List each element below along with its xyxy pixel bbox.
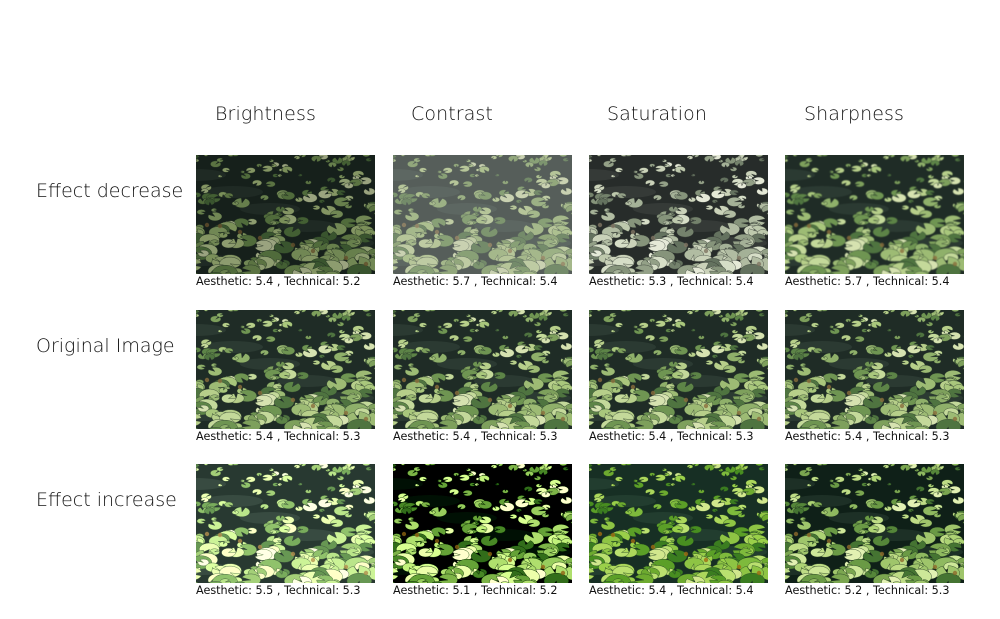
- column-header-sharpness: Sharpness: [804, 103, 905, 125]
- row-header-original-image: Original Image: [36, 335, 175, 357]
- image-cell: Aesthetic: 5.4 , Technical: 5.3: [196, 310, 375, 444]
- image-score-caption: Aesthetic: 5.7 , Technical: 5.4: [785, 275, 950, 288]
- lily-pad-photo: [393, 155, 572, 274]
- column-header-contrast: Contrast: [411, 103, 493, 125]
- lily-pad-photo: [393, 310, 572, 429]
- image-cell: Aesthetic: 5.4 , Technical: 5.3: [393, 310, 572, 444]
- row-header-effect-decrease: Effect decrease: [36, 180, 184, 202]
- column-header-saturation: Saturation: [607, 103, 708, 125]
- image-score-caption: Aesthetic: 5.3 , Technical: 5.4: [589, 275, 754, 288]
- lily-pad-photo: [785, 155, 964, 274]
- lily-pad-photo: [589, 464, 768, 583]
- image-score-caption: Aesthetic: 5.1 , Technical: 5.2: [393, 584, 558, 597]
- image-cell: Aesthetic: 5.7 , Technical: 5.4: [393, 155, 572, 289]
- image-cell: Aesthetic: 5.3 , Technical: 5.4: [589, 155, 768, 289]
- lily-pad-photo: [785, 464, 964, 583]
- lily-pad-photo: [589, 155, 768, 274]
- image-cell: Aesthetic: 5.4 , Technical: 5.3: [589, 310, 768, 444]
- image-cell: Aesthetic: 5.5 , Technical: 5.3: [196, 464, 375, 598]
- image-score-caption: Aesthetic: 5.5 , Technical: 5.3: [196, 584, 361, 597]
- image-score-caption: Aesthetic: 5.4 , Technical: 5.3: [393, 430, 558, 443]
- image-score-caption: Aesthetic: 5.4 , Technical: 5.4: [589, 584, 754, 597]
- image-score-caption: Aesthetic: 5.2 , Technical: 5.3: [785, 584, 950, 597]
- lily-pad-photo: [785, 310, 964, 429]
- lily-pad-photo: [589, 310, 768, 429]
- image-score-caption: Aesthetic: 5.4 , Technical: 5.3: [196, 430, 361, 443]
- image-cell: Aesthetic: 5.4 , Technical: 5.2: [196, 155, 375, 289]
- lily-pad-photo: [393, 464, 572, 583]
- image-score-caption: Aesthetic: 5.4 , Technical: 5.2: [196, 275, 361, 288]
- image-score-caption: Aesthetic: 5.4 , Technical: 5.3: [589, 430, 754, 443]
- image-cell: Aesthetic: 5.4 , Technical: 5.3: [785, 310, 964, 444]
- lily-pad-photo: [196, 464, 375, 583]
- row-header-effect-increase: Effect increase: [36, 489, 177, 511]
- column-header-brightness: Brightness: [215, 103, 316, 125]
- image-score-caption: Aesthetic: 5.4 , Technical: 5.3: [785, 430, 950, 443]
- image-cell: Aesthetic: 5.1 , Technical: 5.2: [393, 464, 572, 598]
- image-cell: Aesthetic: 5.7 , Technical: 5.4: [785, 155, 964, 289]
- image-cell: Aesthetic: 5.2 , Technical: 5.3: [785, 464, 964, 598]
- image-score-caption: Aesthetic: 5.7 , Technical: 5.4: [393, 275, 558, 288]
- lily-pad-photo: [196, 155, 375, 274]
- lily-pad-photo: [196, 310, 375, 429]
- image-cell: Aesthetic: 5.4 , Technical: 5.4: [589, 464, 768, 598]
